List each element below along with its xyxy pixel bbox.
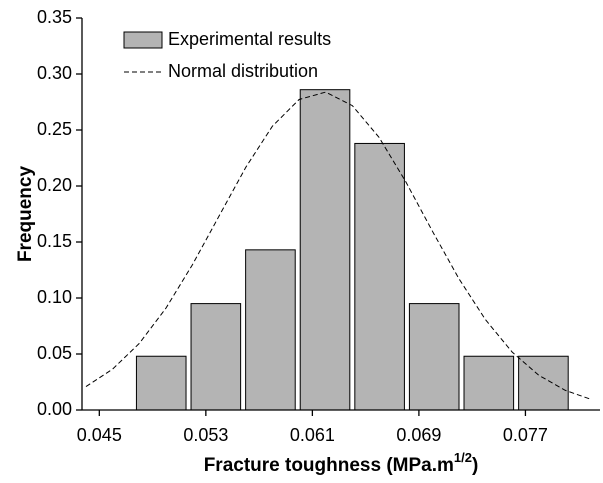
x-axis-label: Fracture toughness (MPa.m1/2) (204, 450, 479, 476)
x-tick-label: 0.053 (183, 425, 228, 445)
bar (463, 355, 515, 411)
y-tick-label: 0.30 (37, 63, 72, 83)
bar (408, 303, 460, 411)
x-tick-label: 0.069 (396, 425, 441, 445)
bar (135, 355, 187, 411)
bar (190, 303, 242, 411)
bar (518, 355, 569, 411)
y-tick-label: 0.35 (37, 7, 72, 27)
x-label-text: Fracture toughness (MPa.m (204, 455, 454, 476)
y-tick-label: 0.25 (37, 119, 72, 139)
y-tick-label: 0.20 (37, 175, 72, 195)
y-tick-label: 0.05 (37, 343, 72, 363)
x-label-end: ) (472, 455, 478, 476)
x-tick-label: 0.045 (77, 425, 122, 445)
x-tick-label: 0.061 (290, 425, 335, 445)
bar (299, 89, 351, 411)
x-label-sup: 1/2 (454, 450, 472, 465)
y-tick-label: 0.00 (37, 399, 72, 419)
normal-curve (85, 91, 593, 401)
legend-label: Experimental results (168, 29, 331, 49)
x-tick-label: 0.077 (503, 425, 548, 445)
y-axis-label: Frequency (15, 166, 36, 263)
bar (354, 142, 405, 411)
y-tick-label: 0.10 (37, 287, 72, 307)
legend-swatch (123, 31, 163, 49)
bar (245, 249, 296, 411)
y-tick-label: 0.15 (37, 231, 72, 251)
legend-label: Normal distribution (168, 61, 318, 81)
